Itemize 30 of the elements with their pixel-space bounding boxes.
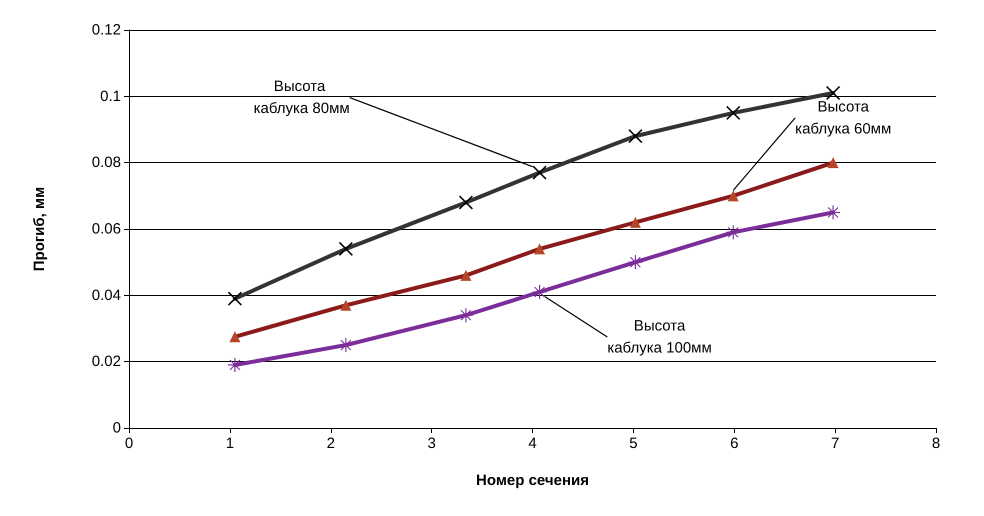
y-tick-label: 0 <box>112 420 121 436</box>
point <box>340 300 352 311</box>
text: Высота каблука 80мм <box>249 78 350 118</box>
x-tick-label: 5 <box>629 435 638 452</box>
point <box>630 216 641 228</box>
y-tick-label: 0.08 <box>92 154 121 172</box>
x-axis-title: Номер сечения <box>476 472 589 489</box>
x-tick-label: 3 <box>427 435 436 452</box>
x-tick-label: 8 <box>932 435 940 452</box>
x-tick-label: 7 <box>830 435 840 452</box>
x-tick-label: 6 <box>730 435 738 452</box>
x-tick-label: 2 <box>326 435 335 452</box>
point <box>534 243 546 254</box>
y-tick-label: 0.04 <box>92 286 121 304</box>
x-tick-label: 1 <box>226 435 234 452</box>
x-tick-label: 0 <box>124 435 134 452</box>
y-tick-label: 0.1 <box>100 88 121 105</box>
point <box>726 225 740 240</box>
point <box>458 308 473 322</box>
point <box>229 331 240 342</box>
point <box>728 190 739 202</box>
y-tick-label: 0.02 <box>92 353 121 370</box>
y-tick-label: 0.06 <box>92 220 121 238</box>
text: Высота каблука 100мм <box>607 318 712 357</box>
y-tick-label: 0.12 <box>92 22 121 38</box>
point <box>460 270 472 281</box>
y-axis-title: Прогиб, мм <box>31 186 48 272</box>
x-tick-label: 4 <box>528 435 537 452</box>
point <box>828 157 839 168</box>
text: Высота каблука 60мм <box>795 98 892 138</box>
